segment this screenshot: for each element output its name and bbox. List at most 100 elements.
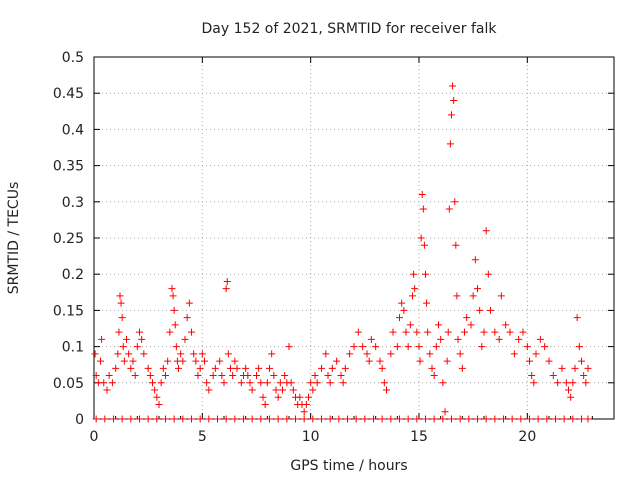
data-point <box>196 364 204 372</box>
data-point <box>261 401 269 409</box>
data-point <box>530 379 538 387</box>
data-point <box>422 415 429 423</box>
data-point <box>263 379 271 387</box>
data-point <box>378 415 386 423</box>
data-point <box>396 415 403 423</box>
data-point <box>430 372 438 380</box>
data-point <box>578 415 585 423</box>
data-point <box>416 357 424 365</box>
data-point <box>393 343 401 351</box>
y-axis-label: SRMTID / TECUs <box>6 182 22 295</box>
data-point <box>584 415 592 423</box>
data-point <box>339 379 347 387</box>
data-point <box>439 379 447 387</box>
data-point <box>131 372 139 380</box>
x-tick-label: 5 <box>198 429 207 445</box>
data-point <box>532 350 540 358</box>
data-point <box>476 306 484 314</box>
data-point <box>117 299 125 307</box>
data-point <box>451 198 459 206</box>
data-point <box>190 350 198 358</box>
data-point <box>467 321 475 329</box>
data-point <box>478 343 486 351</box>
data-point <box>383 386 390 394</box>
data-point <box>133 343 141 351</box>
data-point <box>120 357 128 365</box>
data-point <box>129 357 137 365</box>
data-point <box>526 415 533 423</box>
data-point <box>573 314 581 322</box>
y-tick-label: 0.3 <box>62 195 84 211</box>
data-point <box>578 357 585 365</box>
data-point <box>257 415 265 423</box>
data-point <box>435 321 442 329</box>
data-point <box>255 364 263 372</box>
data-point <box>274 415 282 423</box>
y-tick-label: 0.4 <box>62 122 84 138</box>
data-point <box>246 379 254 387</box>
data-point <box>209 372 217 380</box>
data-point <box>430 415 438 423</box>
data-point <box>387 415 395 423</box>
data-point <box>259 393 267 401</box>
data-point <box>300 415 308 423</box>
data-point <box>97 357 104 365</box>
y-axis-ticks: 0 0.05 0.1 0.15 0.2 0.25 0.3 0.35 0.4 0.45 0.5 <box>53 50 614 428</box>
data-point <box>534 415 542 423</box>
data-point <box>471 256 479 264</box>
data-point <box>123 335 130 343</box>
data-point <box>474 415 481 423</box>
data-point <box>127 364 135 372</box>
data-point <box>198 350 206 358</box>
data-point <box>575 343 583 351</box>
data-point <box>580 372 588 380</box>
data-point <box>497 292 505 300</box>
data-point <box>146 372 154 380</box>
data-point <box>333 357 341 365</box>
data-point <box>482 227 490 235</box>
data-point <box>515 335 523 343</box>
data-point <box>396 314 403 322</box>
data-point <box>350 343 358 351</box>
data-point <box>91 350 99 358</box>
data-point <box>244 372 252 380</box>
data-point <box>138 335 146 343</box>
data-point <box>378 364 386 372</box>
data-point <box>170 415 178 423</box>
data-point <box>92 415 100 423</box>
data-point <box>166 328 174 336</box>
data-point <box>144 364 152 372</box>
data-point <box>413 415 421 423</box>
data-point <box>549 372 557 380</box>
data-point <box>159 364 167 372</box>
data-point <box>506 328 514 336</box>
data-point <box>469 292 477 300</box>
data-point <box>289 386 297 394</box>
data-point <box>233 364 241 372</box>
x-tick-label: 20 <box>518 429 536 445</box>
data-point <box>426 350 434 358</box>
data-point <box>266 364 273 372</box>
data-point <box>149 379 156 387</box>
data-point <box>417 234 425 242</box>
data-point <box>363 350 371 358</box>
data-point <box>461 328 468 336</box>
data-point <box>183 314 191 322</box>
data-point <box>410 270 418 278</box>
y-tick-label: 0.05 <box>53 376 84 392</box>
data-point <box>168 285 176 293</box>
data-point <box>510 350 518 358</box>
data-point <box>346 350 354 358</box>
data-point <box>482 415 490 423</box>
data-point <box>231 415 239 423</box>
x-tick-label: 0 <box>90 429 99 445</box>
data-point <box>324 372 332 380</box>
data-point <box>389 328 397 336</box>
data-point <box>270 372 278 380</box>
data-point <box>112 364 120 372</box>
data-point <box>185 299 193 307</box>
data-point <box>287 379 295 387</box>
data-point <box>380 379 388 387</box>
